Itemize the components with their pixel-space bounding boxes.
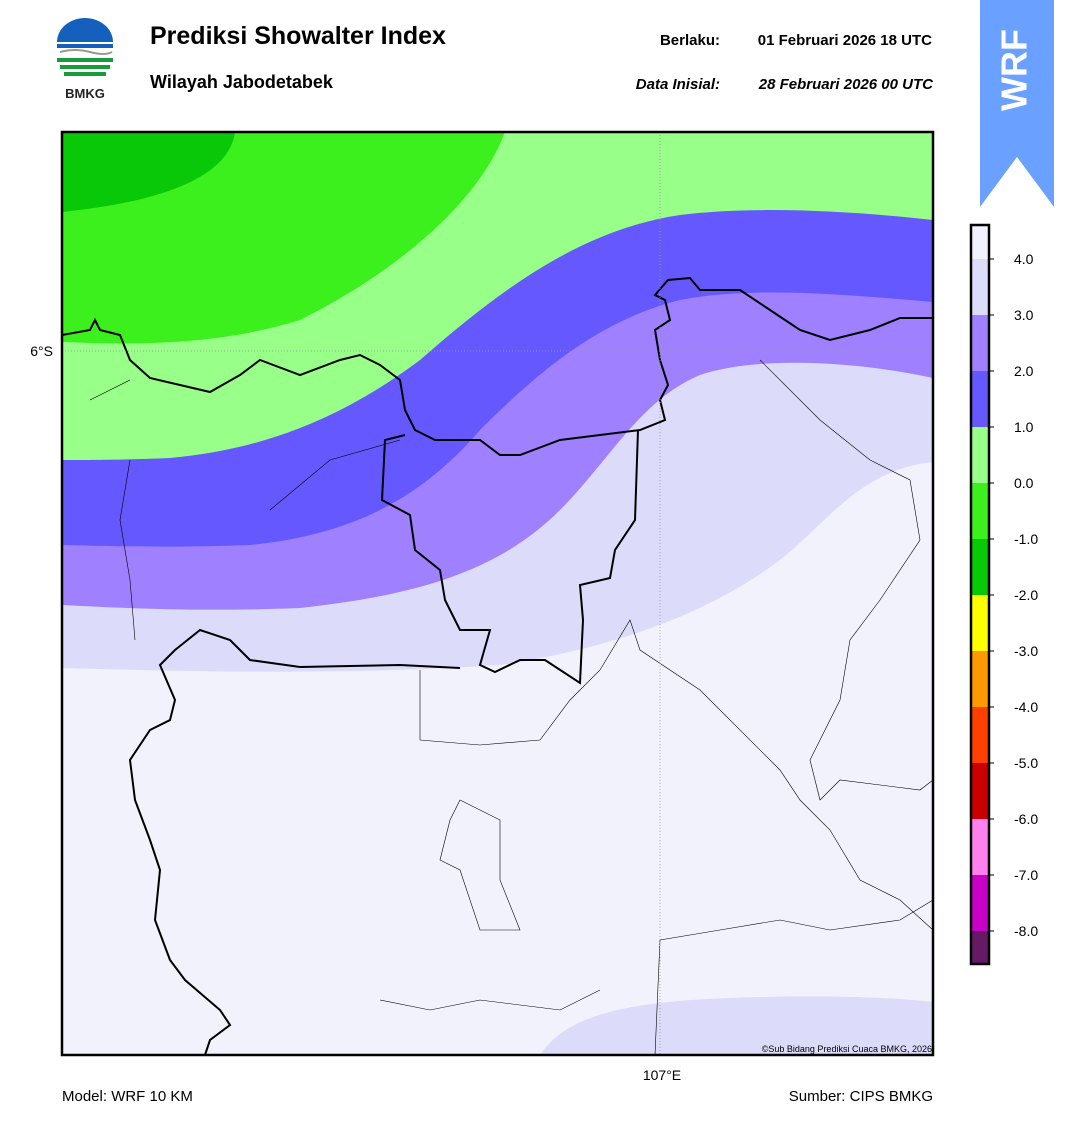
colorbar-segment: [971, 427, 989, 483]
badge-text: WRF: [994, 29, 1035, 111]
colorbar-label: -4.0: [1014, 699, 1038, 715]
colorbar-segment: [971, 875, 989, 931]
colorbar-segment: [971, 225, 989, 259]
colorbar-label: -2.0: [1014, 587, 1038, 603]
colorbar-segment: [971, 707, 989, 763]
colorbar-label: 0.0: [1014, 475, 1034, 491]
lon-label: 107°E: [643, 1067, 681, 1083]
colorbar-segment: [971, 595, 989, 651]
colorbar-segment: [971, 315, 989, 371]
colorbar-segment: [971, 931, 989, 964]
badge: [980, 0, 1054, 207]
colorbar-segment: [971, 819, 989, 875]
title: Prediksi Showalter Index: [150, 22, 446, 50]
colorbar-label: -1.0: [1014, 531, 1038, 547]
lat-label: 6°S: [30, 343, 53, 359]
credit: ©Sub Bidang Prediksi Cuaca BMKG, 2026: [762, 1044, 932, 1054]
logo: BMKG: [57, 18, 113, 101]
colorbar-segment: [971, 539, 989, 595]
logo-text: BMKG: [65, 86, 105, 101]
colorbar-label: 2.0: [1014, 363, 1034, 379]
init-time: 28 Februari 2026 00 UTC: [758, 76, 934, 93]
model: Model: WRF 10 KM: [62, 1088, 193, 1105]
valid-time: 01 Februari 2026 18 UTC: [758, 32, 932, 49]
colorbar-label: 1.0: [1014, 419, 1034, 435]
colorbar-label: -6.0: [1014, 811, 1038, 827]
subtitle: Wilayah Jabodetabek: [150, 72, 334, 92]
colorbar-label: 3.0: [1014, 307, 1034, 323]
colorbar-label: -3.0: [1014, 643, 1038, 659]
map: ©Sub Bidang Prediksi Cuaca BMKG, 2026: [62, 132, 933, 1055]
source: Sumber: CIPS BMKG: [789, 1088, 933, 1105]
colorbar-segment: [971, 763, 989, 819]
colorbar-label: 4.0: [1014, 251, 1034, 267]
init-label: Data Inisial:: [636, 76, 720, 93]
valid-label: Berlaku:: [660, 32, 720, 49]
colorbar-segment: [971, 371, 989, 427]
colorbar-segment: [971, 483, 989, 539]
colorbar-label: -5.0: [1014, 755, 1038, 771]
map-frame: [60, 130, 935, 1057]
colorbar-segment: [971, 259, 989, 315]
colorbar-label: -8.0: [1014, 923, 1038, 939]
colorbar: 4.0 3.0 2.0 1.0 0.0 -1.0 -2.0 -3.0 -4.0 -5.0 -6.0 -…: [969, 223, 1038, 966]
colorbar-segment: [971, 651, 989, 707]
colorbar-label: -7.0: [1014, 867, 1038, 883]
